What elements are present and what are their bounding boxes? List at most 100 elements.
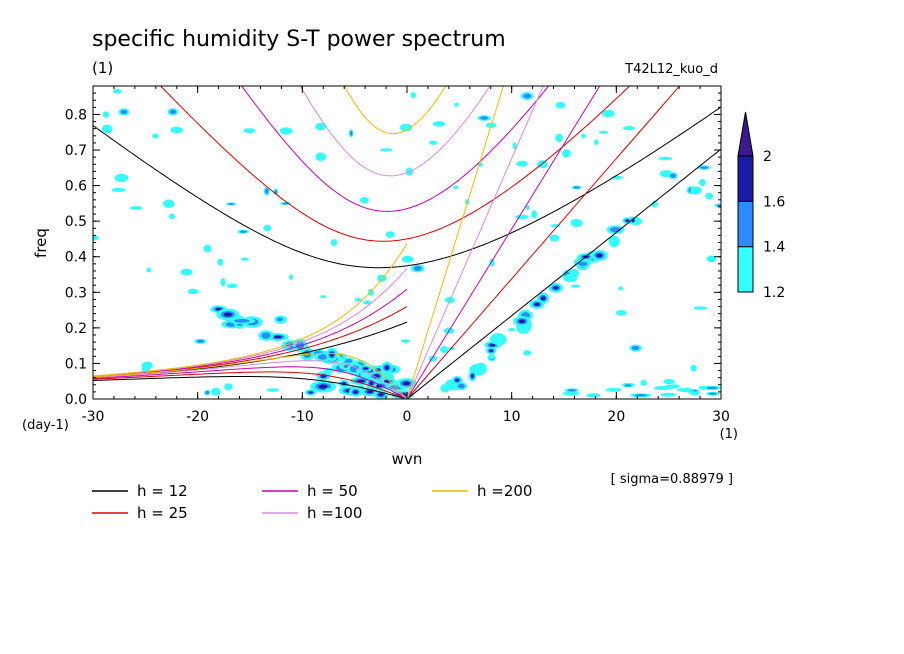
spectral-patch bbox=[489, 333, 507, 345]
spectral-patch-core bbox=[457, 383, 465, 389]
spectral-patch bbox=[512, 142, 517, 150]
spectral-patch bbox=[676, 388, 694, 392]
spectral-patch-core bbox=[169, 109, 177, 115]
spectral-patch-core bbox=[716, 204, 721, 207]
spectral-patch bbox=[668, 384, 680, 389]
spectral-patch bbox=[170, 126, 183, 134]
spectral-patch-peak bbox=[625, 219, 630, 222]
sigma-label: [ sigma=0.88979 ] bbox=[611, 472, 733, 487]
spectral-patch-peak bbox=[366, 389, 374, 394]
spectral-patch bbox=[359, 197, 369, 204]
y-tick-label: 0.3 bbox=[65, 285, 87, 301]
spectral-patch bbox=[288, 274, 294, 280]
spectral-patch-core bbox=[670, 173, 676, 178]
spectral-patch bbox=[187, 288, 199, 295]
spectral-patch bbox=[440, 384, 450, 393]
spectral-patch-core bbox=[573, 186, 580, 189]
spectral-patch-peak bbox=[489, 343, 496, 347]
spectral-patch bbox=[168, 213, 176, 220]
spectral-patch bbox=[385, 231, 395, 238]
dispersion-curve bbox=[93, 366, 405, 399]
spectral-patch-peak bbox=[223, 312, 232, 317]
spectral-patch-core bbox=[276, 317, 283, 322]
colorbar-label: 1.4 bbox=[763, 240, 785, 256]
spectral-patch bbox=[354, 297, 362, 302]
x-tick-label: 20 bbox=[607, 409, 625, 425]
y-unit-label: (day-1) bbox=[22, 418, 69, 433]
spectral-patch-core bbox=[205, 390, 210, 395]
spectral-patch bbox=[555, 133, 564, 143]
spectral-patch-peak bbox=[402, 381, 411, 386]
dispersion-curve bbox=[159, 86, 631, 242]
dispersion-curve bbox=[93, 360, 405, 398]
spectral-patch-peak bbox=[308, 391, 313, 394]
spectral-patch bbox=[112, 88, 122, 94]
spectral-patch bbox=[516, 160, 528, 167]
spectral-patch-core bbox=[634, 394, 648, 397]
spectral-patch bbox=[263, 224, 272, 232]
legend-label: h = 25 bbox=[137, 504, 188, 522]
x-tick-label: 30 bbox=[712, 409, 730, 425]
x-tick-label: -20 bbox=[186, 409, 209, 425]
spectral-patch bbox=[163, 199, 175, 208]
spectral-patch bbox=[114, 173, 129, 182]
spectral-patch bbox=[508, 327, 515, 332]
spectral-patch-core bbox=[624, 384, 632, 387]
spectral-patch-peak bbox=[363, 367, 368, 370]
colorbar-extend-arrow bbox=[737, 111, 754, 157]
spectral-patch bbox=[598, 130, 609, 134]
y-tick-label: 0.6 bbox=[65, 179, 87, 195]
colorbar-swatch bbox=[737, 155, 754, 202]
colorbar-label: 1.2 bbox=[763, 285, 785, 301]
y-tick-label: 0.1 bbox=[65, 356, 87, 372]
spectral-patch bbox=[279, 127, 293, 135]
spectral-patch bbox=[320, 295, 327, 299]
spectral-patch bbox=[622, 125, 636, 131]
y-axis-ticks: 0.0 0.1 0.2 0.3 0.4 0.5 0.6 0.7 0.8 bbox=[65, 92, 721, 408]
spectral-patch-peak bbox=[471, 374, 474, 378]
spectral-patch bbox=[243, 128, 256, 134]
spectral-patch bbox=[549, 234, 560, 242]
spectral-patch bbox=[523, 350, 532, 356]
colorbar: 1.2 1.4 1.6 2 bbox=[737, 111, 785, 301]
y-tick-label: 0.4 bbox=[65, 250, 87, 266]
spectral-patch bbox=[618, 286, 624, 291]
x-axis-label: wvn bbox=[392, 450, 423, 468]
dispersion-curve bbox=[93, 106, 721, 269]
spectral-patch bbox=[562, 149, 571, 158]
spectral-patch bbox=[315, 152, 327, 162]
spectral-patch bbox=[399, 123, 413, 132]
spectral-patch bbox=[698, 178, 706, 187]
dispersion-curve bbox=[344, 86, 447, 135]
spectral-patch-peak bbox=[596, 253, 603, 258]
spectral-patch bbox=[660, 392, 677, 397]
y-tick-label: 0.0 bbox=[65, 392, 87, 408]
x-unit-label: (1) bbox=[720, 427, 738, 442]
spectral-patch-core bbox=[239, 230, 247, 233]
spectral-patch bbox=[615, 310, 627, 316]
spectral-patch bbox=[439, 345, 449, 354]
spectral-patch bbox=[602, 109, 615, 118]
spectral-patch bbox=[562, 391, 580, 396]
spectral-patch bbox=[400, 339, 411, 343]
spectral-patch-peak bbox=[369, 381, 374, 386]
dispersion-curve bbox=[93, 353, 405, 397]
spectral-patch-core bbox=[261, 332, 271, 339]
spectral-patch bbox=[563, 273, 578, 283]
colorbar-swatch bbox=[737, 246, 754, 293]
y-tick-label: 0.7 bbox=[65, 143, 87, 159]
legend-label: h = 50 bbox=[307, 482, 358, 500]
spectral-patch-peak bbox=[489, 349, 494, 352]
x-axis-ticks: -30 -20 -10 0 10 20 30 bbox=[82, 86, 730, 425]
dispersion-curves bbox=[93, 86, 721, 399]
spectral-patch bbox=[240, 257, 250, 261]
spectral-patch bbox=[531, 210, 538, 219]
dispersion-curve bbox=[241, 86, 550, 212]
chart-title: specific humidity S-T power spectrum bbox=[92, 27, 506, 52]
spectral-patch bbox=[180, 268, 193, 276]
spectral-patch bbox=[401, 255, 414, 263]
spectral-patch bbox=[152, 133, 159, 139]
dispersion-curve bbox=[299, 86, 491, 177]
spectral-patch-core bbox=[413, 266, 422, 271]
